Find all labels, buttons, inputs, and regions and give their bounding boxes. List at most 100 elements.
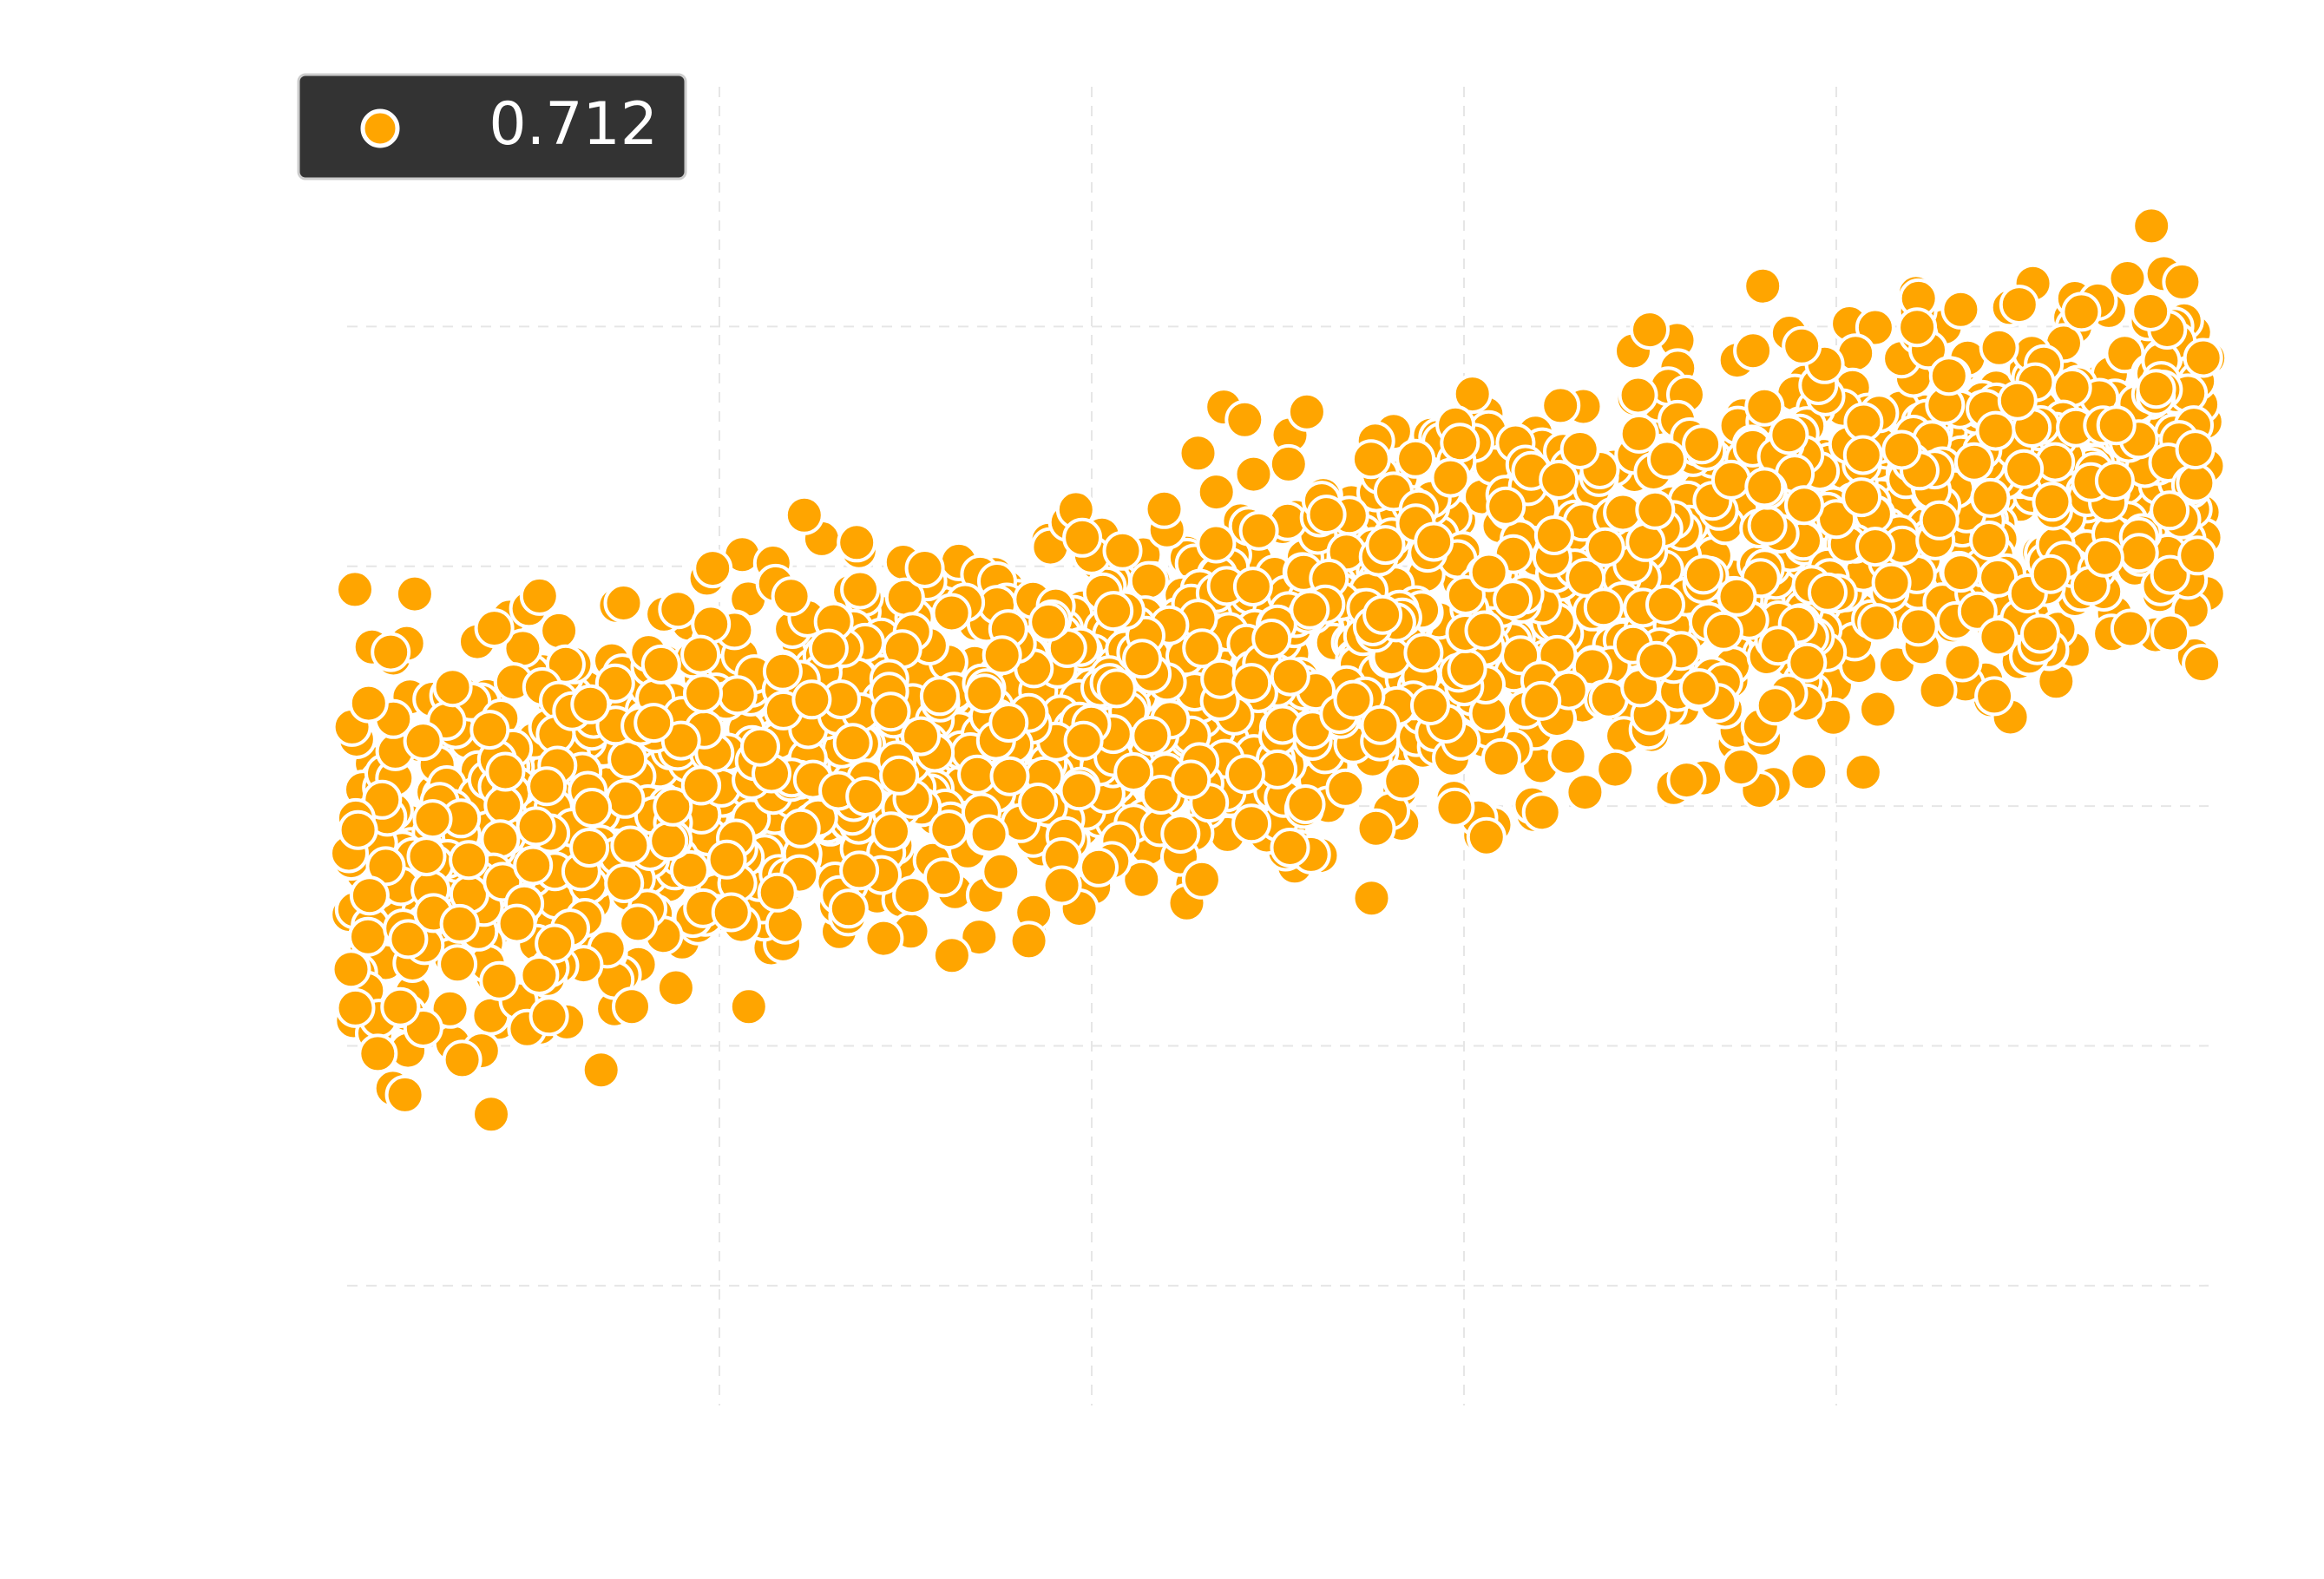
scatter-point — [331, 949, 371, 990]
scatter-point — [1181, 859, 1222, 900]
scatter-point — [335, 569, 375, 610]
scatter-point — [1333, 679, 1374, 720]
scatter-point — [1547, 736, 1588, 776]
scatter-point — [480, 819, 521, 860]
scatter-point — [348, 683, 389, 724]
scatter-point — [1787, 642, 1828, 683]
scatter-point — [618, 903, 659, 944]
scatter-point — [892, 875, 933, 916]
scatter-point — [570, 684, 611, 724]
scatter-point — [1758, 626, 1798, 666]
scatter-point — [485, 751, 526, 792]
scatter-point — [1782, 325, 1822, 366]
scatter-point — [432, 667, 473, 708]
scatter-point — [1268, 443, 1309, 484]
scatter-point — [1618, 375, 1658, 416]
scatter-point — [2032, 482, 2072, 522]
scatter-point — [2150, 554, 2190, 595]
scatter-point — [1678, 668, 1719, 709]
scatter-point — [1196, 472, 1237, 513]
scatter-point — [1233, 454, 1274, 495]
scatter-point — [496, 903, 537, 944]
scatter-point — [2150, 490, 2190, 531]
scatter-point — [1486, 486, 1526, 527]
scatter-point — [1285, 784, 1326, 824]
scatter-point — [1440, 423, 1480, 463]
scatter-point — [1257, 749, 1298, 790]
scatter-point — [1365, 525, 1406, 566]
scatter-point — [968, 814, 1009, 855]
scatter-point — [680, 765, 721, 806]
scatter-point — [1559, 429, 1600, 469]
legend-box — [297, 73, 687, 180]
scatter-point — [1063, 720, 1104, 761]
scatter-point — [791, 679, 832, 720]
scatter-point — [610, 825, 651, 866]
scatter-point — [539, 610, 580, 651]
scatter-point — [648, 821, 689, 862]
scatter-point — [2096, 405, 2137, 446]
scatter-point — [1540, 385, 1581, 426]
scatter-point — [1618, 413, 1659, 454]
scatter-point — [1121, 859, 1162, 900]
scatter-point — [2110, 608, 2150, 649]
scatter-point — [1710, 459, 1751, 500]
scatter-point — [1928, 356, 1969, 396]
scatter-point — [845, 776, 886, 816]
scatter-point — [683, 673, 723, 714]
scatter-point — [471, 1094, 511, 1135]
scatter-point — [728, 986, 769, 1027]
scatter-point — [1744, 467, 1785, 508]
scatter-point — [1755, 685, 1796, 726]
scatter-point — [2162, 261, 2203, 302]
scatter-point — [2131, 206, 2172, 246]
scatter-point — [1466, 816, 1507, 857]
scatter-point — [515, 806, 556, 847]
legend-marker — [360, 108, 400, 148]
scatter-point — [740, 726, 780, 767]
scatter-point — [2020, 613, 2060, 654]
scatter-point — [572, 788, 613, 828]
scatter-point — [929, 809, 969, 850]
scatter-point — [1008, 921, 1049, 961]
scatter-point — [528, 996, 569, 1037]
scatter-point — [1160, 814, 1201, 854]
scatter-point — [439, 903, 480, 944]
scatter-point — [581, 1050, 621, 1091]
scatter-point — [964, 673, 1005, 714]
scatter-point — [904, 548, 945, 588]
scatter-point — [2118, 533, 2159, 573]
scatter-point — [653, 786, 693, 827]
scatter-point — [901, 716, 941, 757]
scatter-point — [1079, 847, 1119, 888]
scatter-point — [449, 840, 489, 881]
scatter-point — [2182, 644, 2222, 685]
scatter-point — [1481, 737, 1521, 778]
scatter-point — [1565, 772, 1605, 813]
scatter-point — [612, 986, 652, 1027]
scatter-point — [1238, 510, 1279, 551]
scatter-point — [669, 849, 710, 890]
scatter-point — [1919, 500, 1960, 541]
scatter-point — [1979, 327, 2019, 368]
scatter-point — [1493, 580, 1533, 620]
scatter-point — [1871, 562, 1912, 603]
scatter-point — [479, 960, 520, 1001]
scatter-point — [693, 548, 733, 589]
scatter-point — [1997, 380, 2038, 421]
scatter-point — [2150, 613, 2191, 653]
scatter-point — [603, 583, 644, 623]
scatter-point — [1102, 530, 1143, 571]
scatter-point — [2136, 369, 2176, 409]
scatter-point — [1290, 589, 1330, 630]
scatter-point — [338, 809, 378, 850]
scatter-point — [1270, 656, 1310, 697]
scatter-point — [569, 828, 610, 868]
scatter-point — [1122, 639, 1163, 679]
scatter-point — [1970, 477, 2011, 518]
legend-label: 0.712 — [489, 90, 658, 159]
scatter-point — [717, 675, 758, 716]
scatter-point — [640, 644, 681, 685]
scatter-point — [2107, 259, 2148, 298]
scatter-point — [1196, 523, 1237, 564]
